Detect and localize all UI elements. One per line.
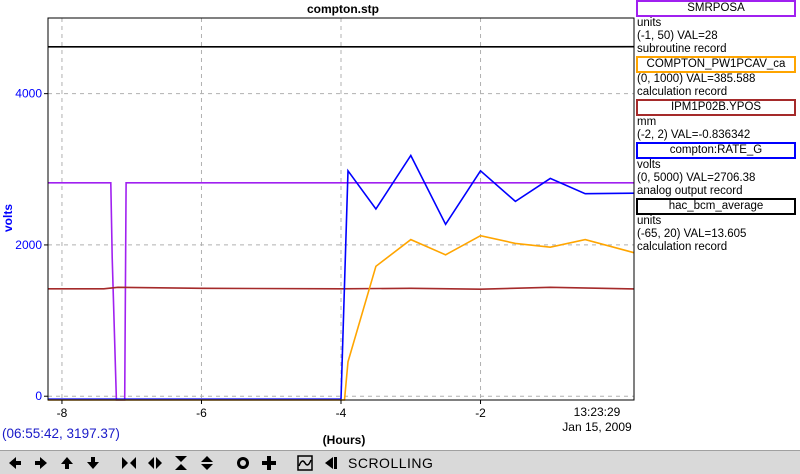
series-line-ipm1p02b-ypos <box>48 287 634 289</box>
x-axis-label: (Hours) <box>323 433 366 447</box>
legend-record-type: calculation record <box>636 241 800 254</box>
legend-record-type: calculation record <box>636 86 800 99</box>
arrow-right-icon[interactable] <box>30 453 52 473</box>
legend-range-value: (-1, 50) VAL=28 <box>636 30 800 43</box>
legend-record-type: analog output record <box>636 185 800 198</box>
legend-record-type: subroutine record <box>636 43 800 56</box>
y-tick-label: 2000 <box>15 238 42 252</box>
legend-range-value: (-2, 2) VAL=-0.836342 <box>636 129 800 142</box>
x-tick-label: -6 <box>196 406 207 420</box>
legend-name[interactable]: compton:RATE_G <box>636 142 796 159</box>
legend-name[interactable]: SMRPOSA <box>636 0 796 17</box>
end-time-label: 13:23:29 <box>574 405 621 419</box>
add-icon[interactable] <box>258 453 280 473</box>
scrolling-mode-label: SCROLLING <box>348 455 433 471</box>
legend-name[interactable]: IPM1P02B.YPOS <box>636 99 796 116</box>
x-tick-label: -2 <box>475 406 486 420</box>
legend-range-value: (0, 5000) VAL=2706.38 <box>636 172 800 185</box>
legend-range-value: (-65, 20) VAL=13.605 <box>636 228 800 241</box>
legend-unit: units <box>636 17 800 30</box>
zoom-in-y-icon[interactable] <box>170 453 192 473</box>
back-icon[interactable] <box>320 453 342 473</box>
x-tick-label: -4 <box>336 406 347 420</box>
legend-name[interactable]: hac_bcm_average <box>636 198 796 215</box>
grid <box>48 18 634 400</box>
reset-icon[interactable] <box>232 453 254 473</box>
autoscale-icon[interactable] <box>294 453 316 473</box>
y-tick-label: 0 <box>35 389 42 403</box>
zoom-out-y-icon[interactable] <box>196 453 218 473</box>
legend-name[interactable]: COMPTON_PW1PCAV_ca <box>636 56 796 73</box>
y-axis: 0 2000 4000 <box>15 87 48 404</box>
end-date-label: Jan 15, 2009 <box>562 420 632 434</box>
cursor-readout: (06:55:42, 3197.37) <box>2 426 120 441</box>
legend-unit: mm <box>636 116 800 129</box>
legend-unit: units <box>636 215 800 228</box>
arrow-left-icon[interactable] <box>4 453 26 473</box>
x-axis: -8 -6 -4 -2 <box>57 400 487 420</box>
zoom-in-x-icon[interactable] <box>118 453 140 473</box>
toolbar: SCROLLING <box>0 450 800 474</box>
legend-unit: volts <box>636 159 800 172</box>
chart-title: compton.stp <box>307 2 379 16</box>
y-axis-label: volts <box>1 204 15 232</box>
y-tick-label: 4000 <box>15 87 42 101</box>
arrow-up-icon[interactable] <box>56 453 78 473</box>
x-tick-label: -8 <box>57 406 68 420</box>
legend-range-value: (0, 1000) VAL=385.588 <box>636 73 800 86</box>
arrow-down-icon[interactable] <box>82 453 104 473</box>
zoom-out-x-icon[interactable] <box>144 453 166 473</box>
